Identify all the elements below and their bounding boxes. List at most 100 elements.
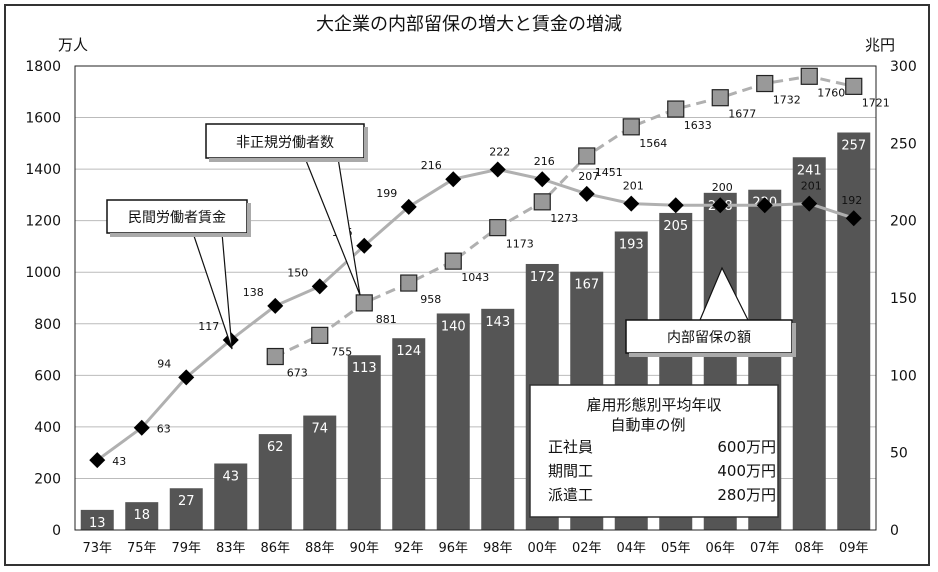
wage-value-label: 222 (489, 145, 510, 158)
callout-nonregular-label: 非正規労働者数 (236, 135, 334, 151)
wage-value-label: 43 (112, 455, 126, 468)
callout-reserves-label: 内部留保の額 (667, 330, 751, 346)
x-tick-label: 05年 (661, 541, 691, 556)
x-tick-label: 02年 (572, 541, 602, 556)
left-tick-label: 1800 (25, 59, 61, 75)
x-tick-label: 06年 (705, 541, 735, 556)
nonregular-point (311, 326, 329, 344)
nonregular-value-label: 1633 (684, 119, 712, 132)
left-tick-label: 1200 (25, 214, 61, 230)
right-axis-unit: 兆円 (865, 36, 895, 54)
wage-value-label: 207 (578, 170, 599, 183)
chart-title: 大企業の内部留保の増大と賃金の増減 (316, 14, 622, 35)
left-tick-label: 1000 (25, 265, 61, 281)
x-tick-label: 00年 (527, 541, 557, 556)
nonregular-point (533, 193, 551, 211)
wage-point (489, 161, 506, 178)
left-tick-label: 800 (34, 317, 61, 333)
info-row-value-1: 400万円 (717, 462, 776, 480)
wage-value-label: 200 (712, 181, 733, 194)
plot-area (74, 65, 877, 531)
x-tick-label: 90年 (349, 541, 379, 556)
bar-value-label: 143 (485, 315, 510, 330)
wage-value-label: 63 (157, 423, 171, 436)
wage-value-label: 192 (841, 194, 862, 207)
nonregular-point (622, 118, 640, 136)
x-tick-label: 88年 (305, 541, 335, 556)
nonregular-point (355, 294, 373, 312)
bar (392, 338, 426, 530)
wage-value-label: 201 (801, 180, 822, 193)
wage-value-label: 138 (243, 286, 264, 299)
callout-wage-label: 民間労働者賃金 (128, 210, 226, 226)
bar (169, 488, 203, 530)
nonregular-point (400, 274, 418, 292)
bar-value-label: 13 (89, 516, 106, 531)
bar-value-label: 193 (619, 237, 644, 252)
wage-point (712, 197, 729, 214)
x-tick-label: 92年 (394, 541, 424, 556)
nonregular-point (845, 77, 863, 95)
wage-point (801, 195, 818, 212)
right-tick-label: 100 (890, 368, 917, 384)
callout-reserves: 内部留保の額 (625, 266, 796, 357)
wage-point (623, 195, 640, 212)
bar (214, 463, 248, 530)
right-tick-label: 150 (890, 291, 917, 307)
nonregular-value-label: 1564 (639, 137, 667, 150)
bar-value-label: 167 (574, 278, 599, 293)
bar-labels: 1318274362741131241401431721671932052182… (89, 139, 866, 531)
bar-value-label: 124 (396, 344, 421, 359)
info-box-subtitle: 自動車の例 (610, 416, 685, 434)
wage-value-label: 150 (287, 266, 308, 279)
bar-value-label: 140 (441, 319, 466, 334)
nonregular-value-label: 1677 (728, 108, 756, 121)
bar-value-label: 113 (352, 361, 377, 376)
x-tick-label: 96年 (438, 541, 468, 556)
x-tick-label: 83年 (216, 541, 246, 556)
bar-value-label: 241 (797, 163, 822, 178)
wage-value-label: 117 (198, 320, 219, 333)
nonregular-value-label: 1451 (595, 166, 623, 179)
x-tick-label: 09年 (839, 541, 869, 556)
info-row-value-0: 600万円 (717, 438, 776, 456)
bar (125, 502, 159, 530)
nonregular-value-label: 1732 (773, 94, 801, 107)
nonregular-value-label: 958 (420, 293, 441, 306)
wage-point (534, 171, 551, 188)
nonregular-point (711, 89, 729, 107)
wage-point (178, 369, 195, 386)
wage-value-label: 199 (376, 187, 397, 200)
bar-value-label: 205 (663, 219, 688, 234)
right-tick-label: 200 (890, 214, 917, 230)
left-tick-label: 200 (34, 471, 61, 487)
nonregular-value-label: 1273 (550, 212, 578, 225)
x-tick-label: 07年 (750, 541, 780, 556)
bar-value-label: 257 (841, 139, 866, 154)
right-tick-label: 300 (890, 59, 917, 75)
nonregular-point (578, 147, 596, 165)
wage-point (400, 198, 417, 215)
info-row-label-1: 期間工 (548, 462, 593, 480)
wage-point (756, 197, 773, 214)
wage-value-label: 216 (534, 155, 555, 168)
left-tick-label: 1400 (25, 162, 61, 178)
nonregular-value-label: 673 (287, 367, 308, 380)
bar-value-label: 62 (267, 440, 284, 455)
bar-value-label: 74 (311, 422, 328, 437)
x-tick-label: 79年 (171, 541, 201, 556)
info-row-label-0: 正社員 (548, 438, 593, 456)
wage-point (356, 237, 373, 254)
nonregular-value-label: 1043 (461, 271, 489, 284)
callout-nonregular: 非正規労働者数 (205, 123, 368, 296)
left-tick-label: 600 (34, 368, 61, 384)
bar (837, 132, 871, 531)
info-box-title: 雇用形態別平均年収 (586, 396, 721, 414)
wage-point (845, 210, 862, 227)
axes: 0 200 400 600 800 1000 1200 1400 1600 1800 0 50 100 1… (25, 59, 916, 556)
left-tick-label: 400 (34, 420, 61, 436)
bar (481, 308, 515, 530)
info-row-value-2: 280万円 (717, 486, 776, 504)
nonregular-value-label: 755 (331, 345, 352, 358)
